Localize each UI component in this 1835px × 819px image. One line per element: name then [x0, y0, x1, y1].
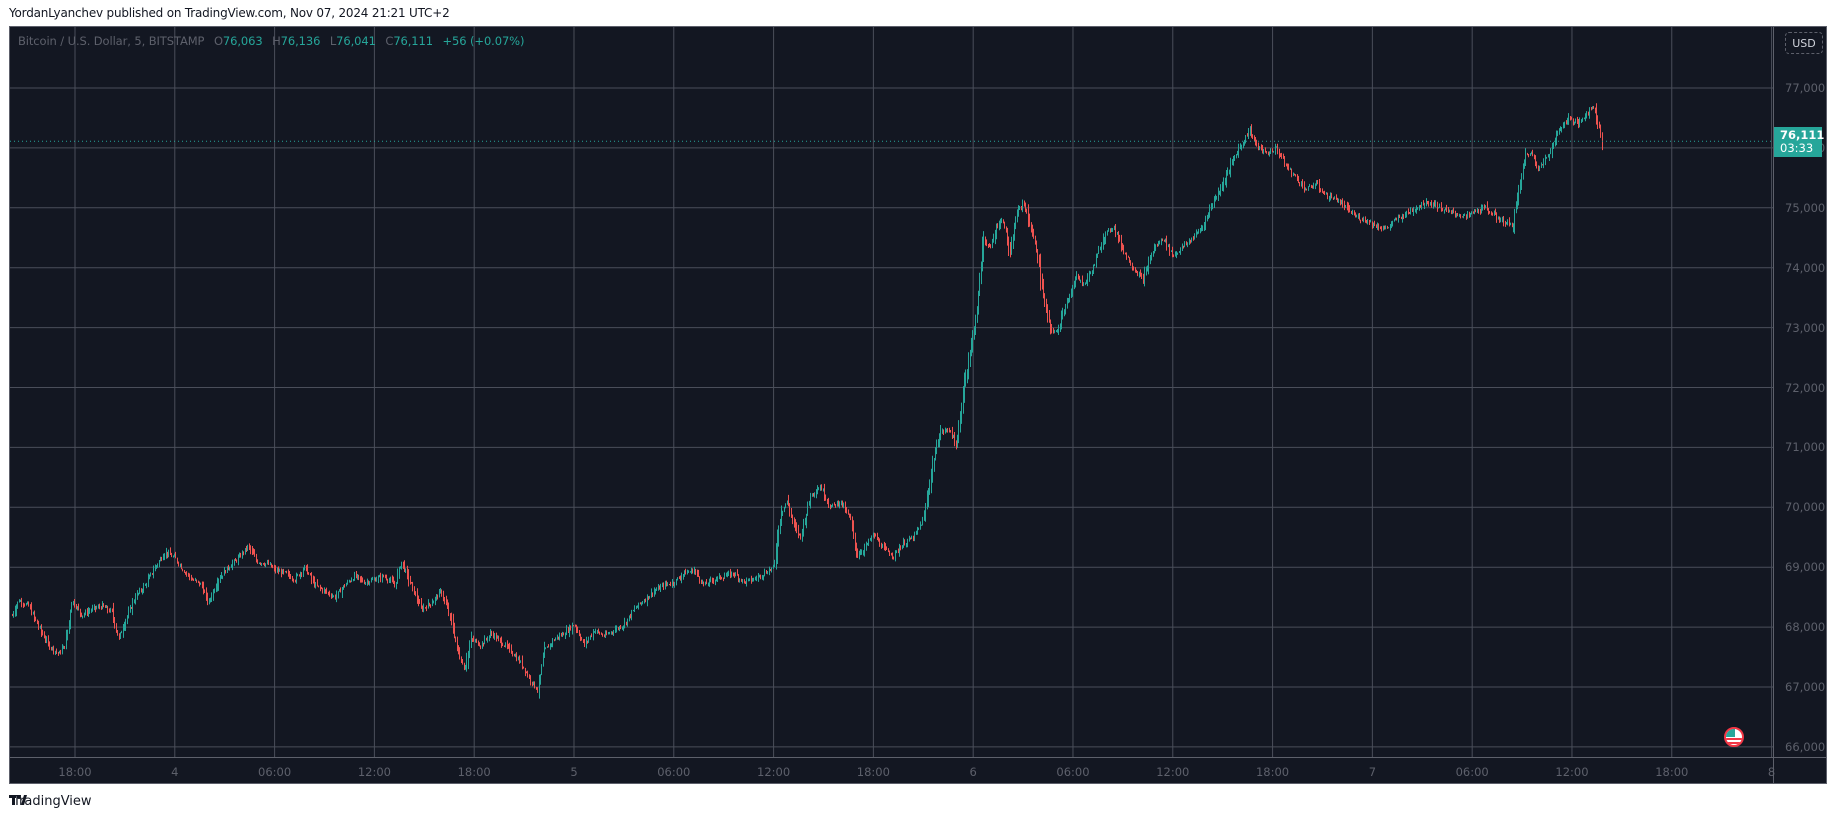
- currency-button[interactable]: USD: [1785, 32, 1823, 54]
- time-tick-label: 5: [570, 765, 578, 779]
- open-value: 76,063: [222, 34, 263, 48]
- chart-plot-area[interactable]: Bitcoin / U.S. Dollar, 5, BITSTAMP O76,0…: [10, 27, 1773, 757]
- time-tick-label: 06:00: [258, 765, 292, 779]
- chart-legend: Bitcoin / U.S. Dollar, 5, BITSTAMP O76,0…: [18, 34, 524, 48]
- open-label: O: [213, 34, 223, 48]
- price-tick-label: 69,000: [1785, 560, 1826, 575]
- time-tick-label: 12:00: [1555, 765, 1589, 779]
- time-tick-label: 18:00: [1255, 765, 1290, 779]
- time-tick-label: 06:00: [1056, 765, 1090, 779]
- price-tick-label: 75,000: [1785, 200, 1826, 215]
- close-label: C: [385, 34, 394, 48]
- last-price-value: 76,111: [1780, 128, 1825, 143]
- price-tick-label: 70,000: [1785, 500, 1826, 515]
- time-tick-label: 18:00: [58, 765, 92, 779]
- time-tick-label: 7: [1368, 765, 1377, 779]
- bar-countdown: 03:33: [1780, 141, 1814, 156]
- us-flag-event-icon[interactable]: [1724, 727, 1744, 747]
- candlestick-chart[interactable]: [10, 27, 1773, 757]
- time-tick-label: 12:00: [1156, 765, 1190, 779]
- time-tick-label: 12:00: [757, 765, 791, 779]
- price-tick-label: 73,000: [1785, 320, 1826, 335]
- close-value: 76,111: [393, 34, 433, 48]
- time-axis-divider: [10, 757, 1826, 758]
- time-tick-label: 18:00: [1655, 765, 1689, 779]
- last-price-tag: 76,111 03:33: [1774, 127, 1825, 158]
- time-tick-label: 06:00: [1455, 765, 1489, 779]
- price-axis-divider: [1773, 27, 1774, 783]
- price-tick-label: 72,000: [1785, 380, 1826, 395]
- time-tick-label: 18:00: [856, 765, 890, 779]
- low-label: L: [329, 34, 337, 48]
- price-tick-label: 68,000: [1785, 620, 1826, 635]
- change-value: +56 (+0.07%): [442, 34, 525, 48]
- time-tick-label: 8: [1767, 765, 1776, 779]
- price-tick-label: 66,000: [1785, 739, 1826, 754]
- price-tick-label: 77,000: [1785, 81, 1826, 95]
- publisher-line: YordanLyanchev published on TradingView.…: [9, 6, 450, 20]
- time-tick-label: 06:00: [657, 765, 691, 779]
- time-tick-label: 6: [969, 765, 977, 779]
- price-tick-label: 71,000: [1785, 440, 1826, 455]
- high-value: 76,136: [280, 34, 321, 48]
- symbol-label[interactable]: Bitcoin / U.S. Dollar, 5, BITSTAMP: [18, 34, 205, 48]
- price-tick-label: 74,000: [1785, 260, 1826, 275]
- brand-name: TradingView: [13, 794, 92, 809]
- candles: [12, 103, 1603, 699]
- time-tick-label: 12:00: [357, 765, 391, 779]
- low-value: 76,041: [336, 34, 376, 48]
- chart-frame: Bitcoin / U.S. Dollar, 5, BITSTAMP O76,0…: [9, 26, 1827, 784]
- time-tick-label: 18:00: [457, 765, 491, 779]
- high-label: H: [272, 34, 281, 48]
- price-tick-label: 67,000: [1785, 680, 1826, 694]
- time-tick-label: 4: [171, 765, 179, 779]
- brand-footer: TradingView: [9, 794, 92, 809]
